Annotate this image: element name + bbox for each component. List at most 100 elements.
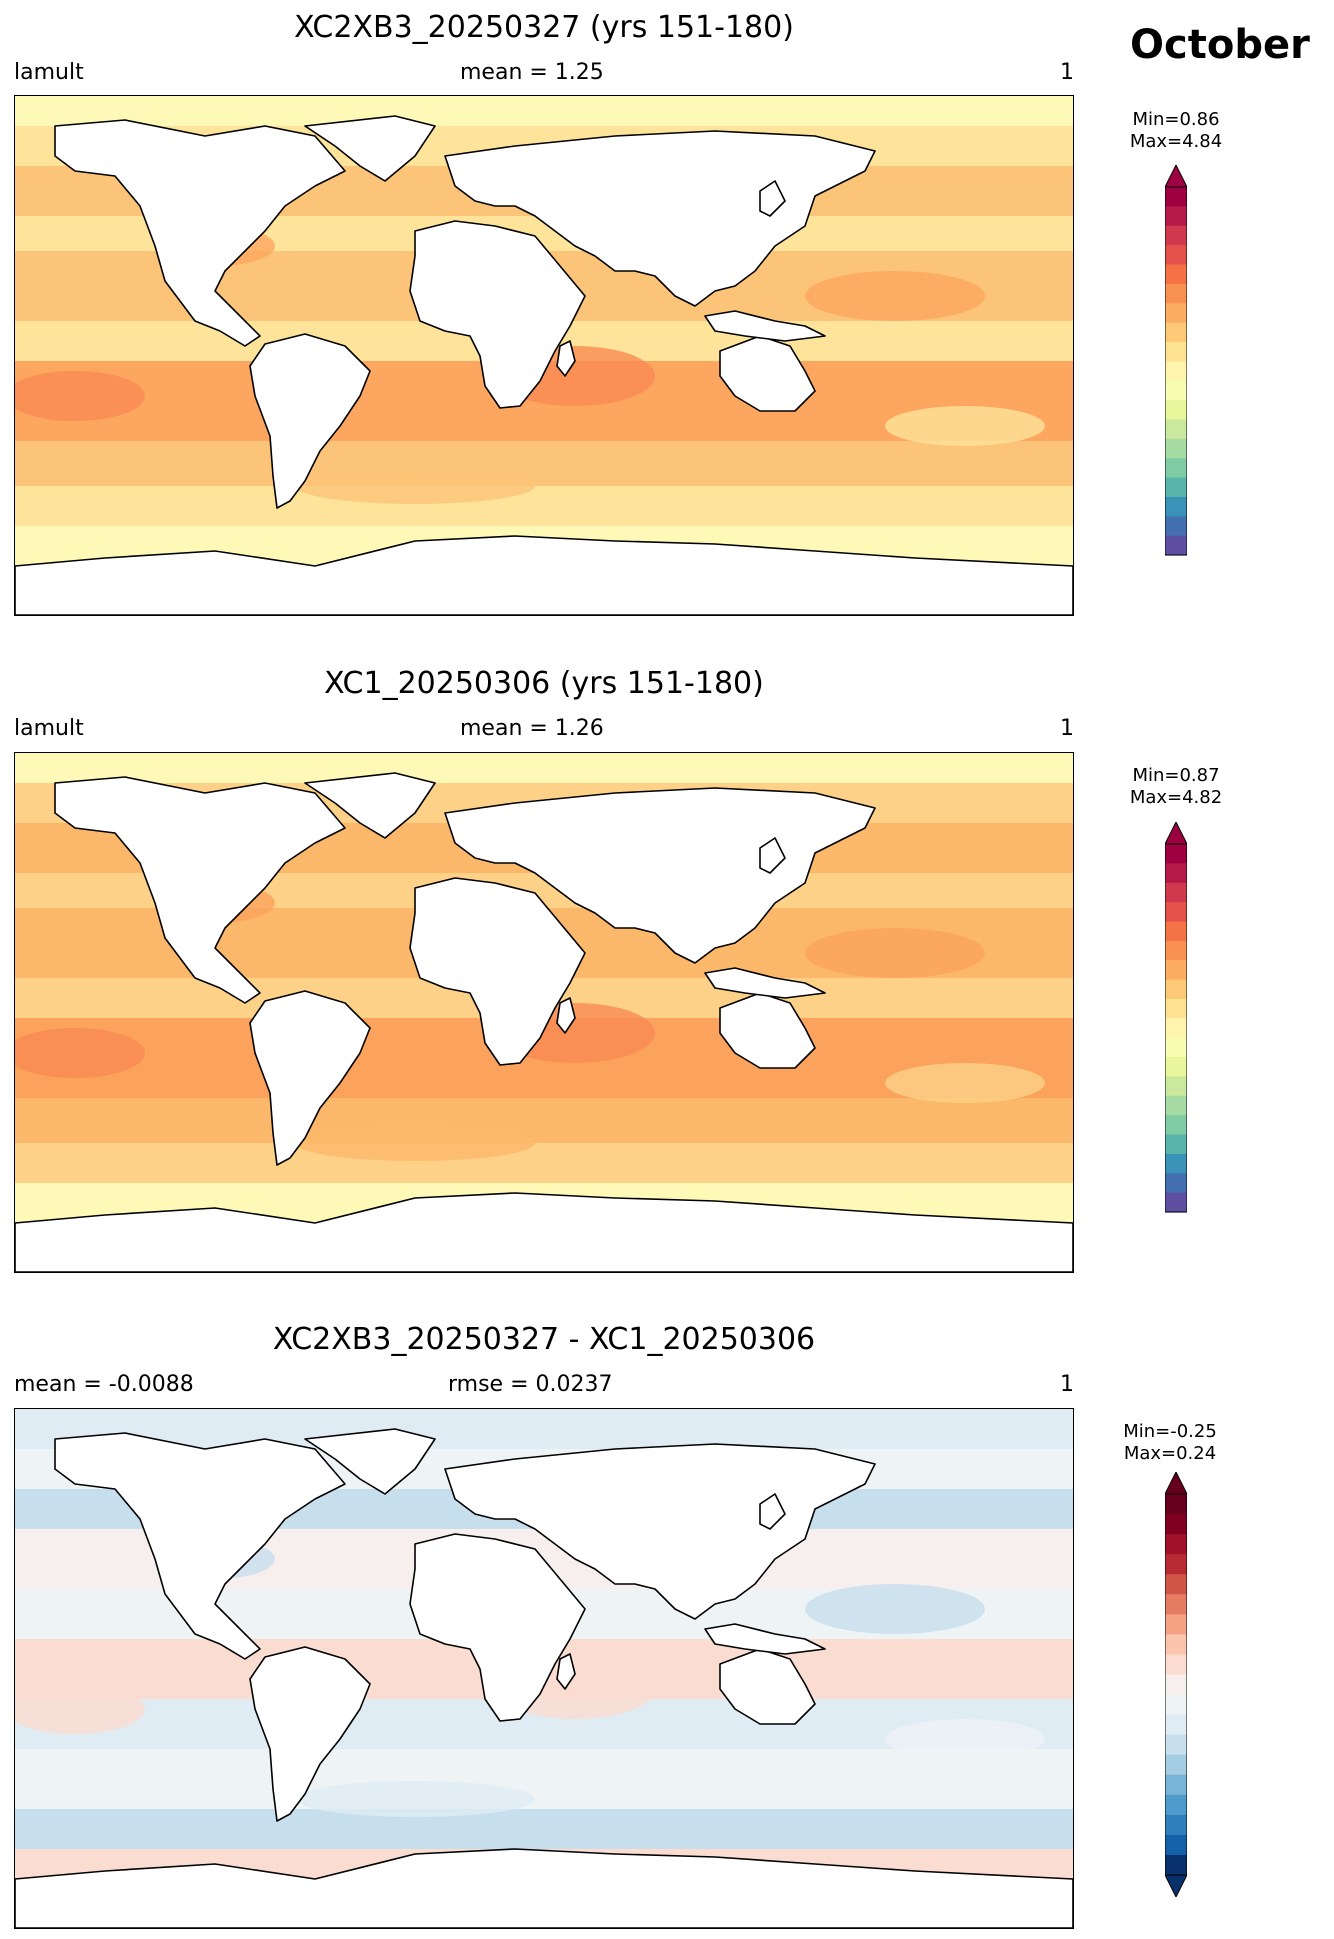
colorbar-segment: [1165, 1714, 1187, 1736]
land-japan: [759, 837, 786, 874]
colorbar-frame: [1165, 843, 1187, 1213]
ocean-field-patch: [885, 1063, 1045, 1103]
colorbar-segment: [1165, 921, 1187, 942]
ocean-field-patch: [15, 371, 145, 421]
colorbar-segment: [1165, 1076, 1187, 1097]
ocean-band: [15, 753, 1073, 783]
land-antarctica: [15, 535, 1073, 615]
colorbar-segment: [1165, 1794, 1187, 1816]
panel-3-map: [14, 1408, 1074, 1929]
panel-2-title: XC1_20250306 (yrs 151-180): [324, 666, 764, 701]
colorbar-segment: [1165, 1192, 1187, 1213]
colorbar-segment: [1165, 1134, 1187, 1155]
ocean-field-patch: [295, 1781, 535, 1817]
land-indonesia: [704, 310, 826, 342]
ocean-field-patch: [15, 1684, 145, 1734]
panel-1-title: XC2XB3_20250327 (yrs 151-180): [294, 10, 794, 45]
colorbar-segment: [1165, 264, 1187, 285]
colorbar-segment: [1165, 283, 1187, 304]
colorbar-segment: [1165, 341, 1187, 362]
panel-2-mean-label: mean = 1.26: [460, 716, 604, 741]
panel-3-min-text: Min=-0.25: [1123, 1421, 1217, 1442]
colorbar-segment: [1165, 1095, 1187, 1116]
colorbar-segment: [1165, 1153, 1187, 1174]
colorbar-segment: [1165, 1614, 1187, 1635]
colorbar-segment: [1165, 1115, 1187, 1136]
colorbar-segment: [1165, 400, 1187, 421]
land-greenland: [304, 772, 436, 839]
colorbar-segment: [1165, 1834, 1187, 1856]
panel-2-map: [14, 752, 1074, 1273]
ocean-field-patch: [805, 1584, 985, 1634]
ocean-field-patch: [295, 1125, 535, 1161]
month-heading: October: [1130, 22, 1310, 68]
colorbar-segment: [1165, 1734, 1187, 1756]
colorbar-segment: [1165, 419, 1187, 440]
panel-2-max-text: Max=4.82: [1129, 787, 1223, 808]
land-australia: [719, 992, 816, 1069]
colorbar-segment: [1165, 1173, 1187, 1194]
colorbar-segment: [1165, 458, 1187, 479]
land-greenland: [304, 1428, 436, 1495]
ocean-field-patch: [805, 928, 985, 978]
colorbar-segment: [1165, 1514, 1187, 1535]
land-north-america: [54, 776, 346, 1004]
colorbar-segment: [1165, 863, 1187, 884]
colorbar-extend-max: [1165, 822, 1187, 845]
colorbar-segment: [1165, 844, 1187, 864]
colorbar-extend-max: [1165, 165, 1187, 188]
colorbar-segment: [1165, 960, 1187, 981]
colorbar-segment: [1165, 1018, 1187, 1039]
panel-3-mean-label: mean = -0.0088: [14, 1372, 194, 1397]
ocean-band: [15, 96, 1073, 126]
land-indonesia: [704, 967, 826, 999]
colorbar-extend-max: [1165, 1472, 1187, 1495]
land-japan: [759, 180, 786, 217]
colorbar-segment: [1165, 882, 1187, 903]
land-south-america: [249, 990, 371, 1166]
colorbar-segment: [1165, 438, 1187, 459]
colorbar-segment: [1165, 1594, 1187, 1615]
colorbar-segment: [1165, 1037, 1187, 1058]
land-africa: [409, 220, 586, 409]
colorbar-segment: [1165, 1774, 1187, 1796]
colorbar-segment: [1165, 1554, 1187, 1575]
colorbar-frame: [1165, 186, 1187, 556]
colorbar-segment: [1165, 998, 1187, 1019]
land-madagascar: [556, 340, 576, 377]
colorbar-extend-min: [1165, 1874, 1187, 1897]
colorbar-segment: [1165, 1654, 1187, 1676]
land-madagascar: [556, 997, 576, 1034]
land-africa: [409, 1533, 586, 1722]
ocean-band: [15, 1143, 1073, 1183]
panel-2-variable-label: lamult: [14, 716, 84, 741]
colorbar-segment: [1165, 1754, 1187, 1776]
land-eurasia: [444, 130, 876, 307]
land-japan: [759, 1493, 786, 1530]
colorbar-segment: [1165, 206, 1187, 227]
panel-3-title: XC2XB3_20250327 - XC1_20250306: [272, 1322, 816, 1357]
colorbar-segment: [1165, 1674, 1187, 1696]
land-australia: [719, 335, 816, 412]
ocean-band: [15, 1098, 1073, 1143]
ocean-band: [15, 1409, 1073, 1449]
panel-1-max-text: Max=4.84: [1129, 131, 1223, 152]
land-greenland: [304, 115, 436, 182]
colorbar-segment: [1165, 1854, 1187, 1876]
land-north-america: [54, 1432, 346, 1660]
colorbar-segment: [1165, 361, 1187, 382]
colorbar-segment: [1165, 225, 1187, 246]
land-africa: [409, 877, 586, 1066]
panel-3-max-text: Max=0.24: [1123, 1443, 1217, 1464]
colorbar-segment: [1165, 322, 1187, 343]
panel-1-map: [14, 95, 1074, 616]
ocean-field-patch: [885, 1719, 1045, 1759]
panel-1-unit-label: 1: [1060, 60, 1074, 85]
colorbar-segment: [1165, 535, 1187, 556]
colorbar-segment: [1165, 245, 1187, 266]
panel-1-min-text: Min=0.86: [1132, 109, 1220, 130]
land-eurasia: [444, 787, 876, 964]
land-south-america: [249, 1646, 371, 1822]
panel-2-min-text: Min=0.87: [1132, 765, 1220, 786]
colorbar-segment: [1165, 940, 1187, 961]
